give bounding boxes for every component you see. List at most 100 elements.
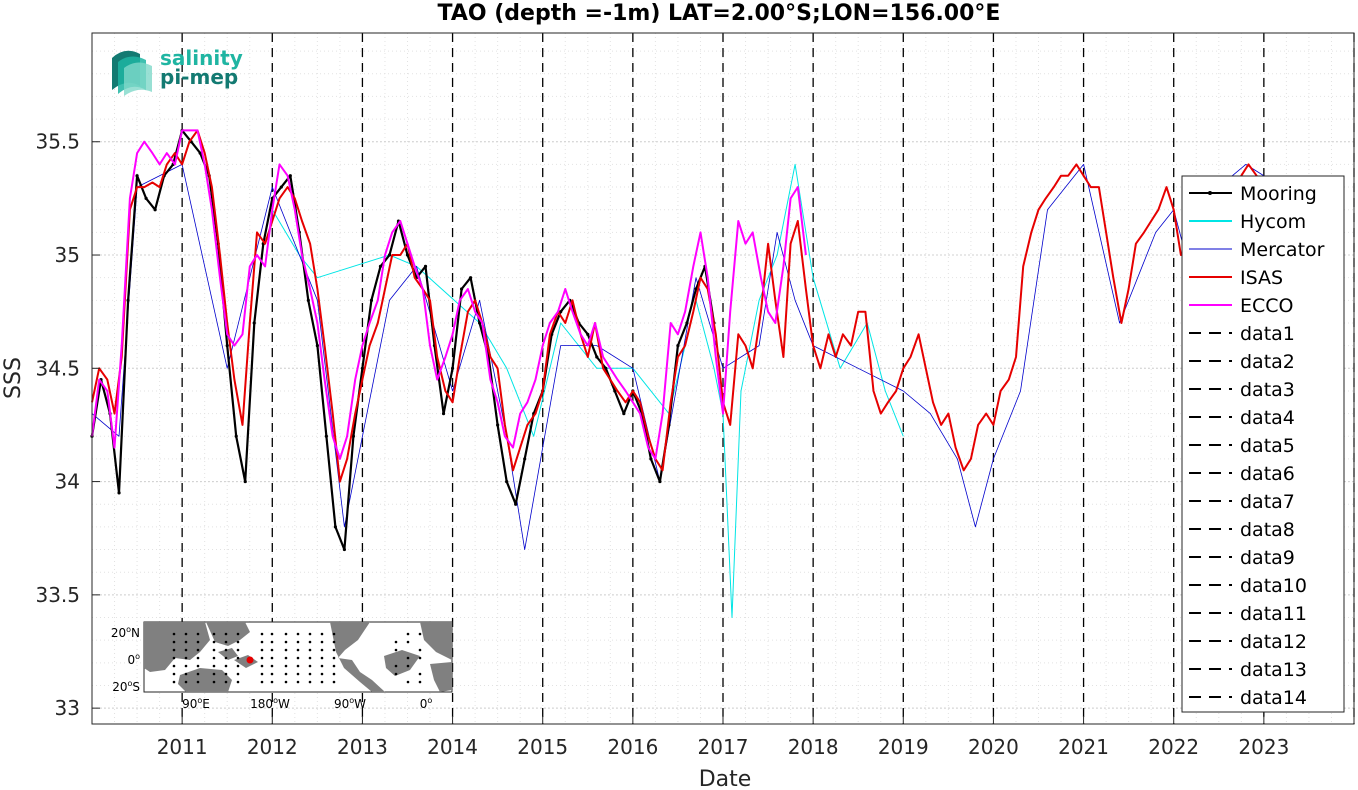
station-dot xyxy=(394,640,398,644)
station-dot xyxy=(224,672,228,676)
station-dot xyxy=(284,664,288,668)
inset-lon-labels: 90oE 180oW 90oW 0o xyxy=(182,696,432,711)
mooring-point xyxy=(324,434,328,438)
station-dot xyxy=(296,632,300,636)
station-dot xyxy=(172,640,176,644)
station-dot xyxy=(260,656,264,660)
station-dot xyxy=(406,656,410,660)
inset-lat-labels: 20oN 0o 20oS xyxy=(111,625,140,694)
station-dot xyxy=(308,648,312,652)
mooring-point xyxy=(387,253,392,257)
station-dot xyxy=(184,672,188,676)
station-dot xyxy=(332,632,336,636)
mooring-point xyxy=(423,264,428,268)
station-dot xyxy=(406,664,410,668)
station-dot xyxy=(296,648,300,652)
mooring-point xyxy=(613,389,617,393)
mooring-point xyxy=(658,479,662,484)
station-dot xyxy=(270,672,274,676)
mooring-point xyxy=(378,264,383,268)
station-dot xyxy=(212,656,216,660)
legend-label-data3: data3 xyxy=(1240,379,1295,401)
station-dot xyxy=(172,680,176,684)
station-dot xyxy=(196,656,200,660)
x-tick-label: 2018 xyxy=(788,735,839,759)
station-dot xyxy=(332,672,336,676)
series-lines xyxy=(90,128,1283,618)
station-dot xyxy=(224,680,228,684)
station-dot xyxy=(236,648,240,652)
mooring-point xyxy=(306,298,310,302)
station-dot xyxy=(224,640,228,644)
station-dot xyxy=(418,656,422,660)
station-dot xyxy=(284,680,288,684)
y-tick-label: 33 xyxy=(55,696,80,720)
station-dot xyxy=(418,648,422,652)
mooring-point xyxy=(586,332,590,336)
station-dot xyxy=(394,672,398,676)
station-dot xyxy=(212,664,216,668)
mooring-point xyxy=(622,412,626,416)
mooring-point xyxy=(234,434,238,438)
mooring-point xyxy=(478,321,482,325)
legend-label-data5: data5 xyxy=(1240,435,1295,457)
station-dot xyxy=(196,640,200,644)
station-dot xyxy=(270,640,274,644)
mooring-point xyxy=(351,434,356,438)
mooring-point xyxy=(676,344,680,348)
x-tick-label: 2014 xyxy=(427,735,478,759)
mooring-point xyxy=(405,253,410,257)
station-dot xyxy=(184,648,188,652)
station-dot xyxy=(308,656,312,660)
station-dot xyxy=(212,632,216,636)
mooring-point xyxy=(496,423,500,427)
station-dot xyxy=(296,664,300,668)
y-tick-label: 33.5 xyxy=(35,583,80,607)
mooring-point xyxy=(144,196,148,200)
legend-label-data10: data10 xyxy=(1240,575,1307,597)
inset-lon-label: 90oW xyxy=(334,696,366,711)
station-dot xyxy=(260,680,264,684)
inset-location-map: 20oN 0o 20oS 90oE 180oW 90oW 0o xyxy=(111,621,453,711)
mooring-point xyxy=(360,366,365,370)
station-dot xyxy=(406,632,410,636)
station-dot xyxy=(184,664,188,668)
station-dot xyxy=(212,640,216,644)
x-tick-label: 2016 xyxy=(607,735,658,759)
salinity-pi-mep-logo: salinity pi-mep xyxy=(112,46,243,96)
station-dot xyxy=(320,656,324,660)
station-dot xyxy=(260,672,264,676)
station-dot xyxy=(212,680,216,684)
station-dot xyxy=(184,680,188,684)
station-dot xyxy=(284,640,288,644)
legend-label-data1: data1 xyxy=(1240,323,1295,345)
station-dot xyxy=(332,656,336,660)
inset-lat-label: 20oS xyxy=(112,679,140,694)
station-dot xyxy=(236,680,240,684)
inset-lat-label: 0o xyxy=(127,652,140,667)
station-dot xyxy=(418,672,422,676)
mooring-point xyxy=(198,151,202,155)
station-dot xyxy=(172,664,176,668)
station-dot xyxy=(172,648,176,652)
x-tick-label: 2022 xyxy=(1148,735,1199,759)
station-dot xyxy=(284,632,288,636)
station-dot xyxy=(196,680,200,684)
mooring-point xyxy=(505,479,509,484)
y-tick-label: 34 xyxy=(55,470,80,494)
station-dot xyxy=(184,640,188,644)
mooring-point xyxy=(342,547,346,552)
legend-label-data8: data8 xyxy=(1240,519,1295,541)
y-axis-ticks: 33 33.5 34 34.5 35 35.5 xyxy=(35,130,100,720)
station-dot xyxy=(332,640,336,644)
station-dot xyxy=(308,680,312,684)
chart-title: TAO (depth =-1m) LAT=2.00°S;LON=156.00°E xyxy=(438,1,1001,26)
legend-label-data14: data14 xyxy=(1240,687,1307,709)
mooring-point xyxy=(649,457,653,461)
selected-station-marker xyxy=(246,656,254,664)
mooring-point xyxy=(126,298,130,302)
station-dot xyxy=(236,640,240,644)
x-tick-label: 2023 xyxy=(1238,735,1289,759)
station-dot xyxy=(296,656,300,660)
series-ecco xyxy=(91,129,807,460)
